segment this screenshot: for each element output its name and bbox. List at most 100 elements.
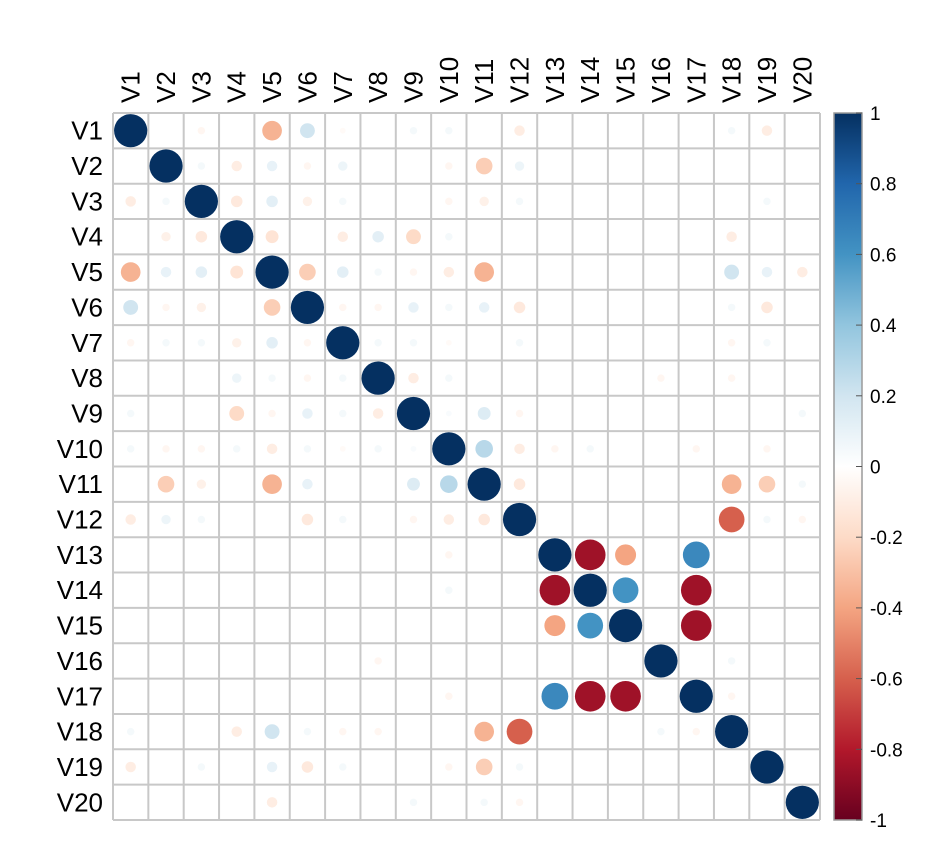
corr-circle-V5-V11 (474, 262, 495, 282)
corr-circle-V17-V6 (305, 694, 310, 698)
corr-circle-V1-V5 (262, 120, 282, 141)
corr-circle-V16-V7 (341, 659, 345, 663)
corr-circle-V2-V8 (376, 164, 380, 168)
column-label-V3: V3 (186, 71, 216, 103)
row-label-V12: V12 (57, 505, 103, 535)
corr-circle-V18-V19 (765, 730, 769, 734)
corr-circle-V13-V15 (615, 544, 637, 566)
corr-circle-V8-V1 (129, 376, 133, 380)
corr-circle-V19-V6 (301, 761, 314, 773)
corr-circle-V18-V2 (164, 730, 168, 734)
corr-circle-V14-V17 (680, 574, 712, 606)
corr-circle-V9-V20 (798, 409, 807, 418)
corr-circle-V8-V7 (339, 374, 347, 382)
corr-circle-V15-V15 (608, 608, 643, 643)
corr-circle-V6-V13 (553, 305, 557, 310)
corr-circle-V1-V6 (300, 123, 315, 139)
corr-circle-V19-V15 (623, 765, 628, 769)
corr-circle-V16-V5 (270, 659, 274, 663)
column-label-V1: V1 (116, 71, 146, 103)
legend-label: -0.6 (870, 670, 903, 691)
corr-circle-V8-V15 (623, 376, 628, 380)
column-label-V5: V5 (257, 71, 287, 103)
corr-circle-V8-V14 (588, 376, 592, 380)
row-label-V1: V1 (71, 116, 103, 146)
corr-circle-V12-V13 (553, 517, 557, 522)
corr-circle-V2-V7 (338, 161, 348, 171)
corr-circle-V6-V18 (727, 303, 736, 312)
corr-circle-V4-V13 (553, 235, 557, 239)
corr-circle-V2-V16 (659, 164, 663, 168)
corr-circle-V4-V7 (337, 231, 349, 242)
corr-circle-V5-V15 (623, 270, 628, 274)
corr-circle-V17-V15 (610, 680, 641, 712)
legend-label: -0.2 (870, 528, 903, 549)
corr-circle-V1-V2 (164, 129, 168, 133)
corr-circle-V10-V12 (514, 443, 525, 455)
corr-circle-V10-V19 (763, 445, 771, 453)
corr-circle-V6-V8 (374, 303, 382, 312)
corr-circle-V19-V4 (235, 765, 239, 769)
corr-circle-V12-V2 (161, 514, 171, 525)
corr-circle-V3-V18 (730, 199, 734, 203)
corr-circle-V18-V1 (126, 727, 135, 736)
corr-circle-V19-V14 (588, 765, 592, 769)
corr-circle-V11-V6 (302, 478, 313, 490)
corr-circle-V13-V20 (800, 553, 804, 557)
corr-circle-V6-V19 (761, 301, 773, 314)
corr-circle-V11-V13 (553, 482, 557, 486)
corr-circle-V2-V13 (553, 164, 557, 168)
corr-circle-V17-V7 (341, 694, 345, 698)
corr-circle-V7-V20 (800, 341, 804, 345)
corr-circle-V19-V8 (376, 765, 380, 769)
corr-circle-V15-V17 (680, 610, 712, 641)
corr-circle-V1-V11 (482, 129, 486, 133)
corr-circle-V16-V10 (447, 659, 451, 663)
row-label-V8: V8 (71, 363, 103, 393)
corr-circle-V5-V13 (553, 270, 557, 274)
corr-circle-V15-V9 (411, 623, 416, 628)
corr-circle-V7-V3 (197, 339, 206, 347)
corr-circle-V8-V12 (517, 376, 522, 380)
corr-circle-V19-V1 (125, 761, 136, 773)
corr-circle-V9-V17 (694, 411, 698, 416)
corr-circle-V11-V15 (623, 482, 628, 486)
corr-circle-V8-V20 (800, 376, 804, 380)
column-label-V13: V13 (540, 57, 570, 103)
corr-circle-V12-V10 (443, 514, 455, 525)
corr-circle-V3-V14 (588, 199, 592, 203)
row-label-V9: V9 (71, 398, 103, 428)
corr-circle-V7-V2 (162, 339, 170, 347)
corr-circle-V17-V2 (164, 694, 168, 698)
corr-circle-V14-V4 (235, 588, 239, 592)
corr-circle-V4-V10 (445, 233, 453, 241)
corr-circle-V5-V3 (195, 266, 208, 278)
corr-circle-V2-V5 (266, 160, 278, 172)
corr-circle-V12-V1 (125, 514, 136, 525)
corr-circle-V3-V4 (230, 195, 243, 208)
corr-circle-V1-V10 (445, 126, 453, 135)
corr-circle-V17-V18 (727, 692, 736, 700)
corr-circle-V9-V19 (765, 411, 769, 416)
corr-circle-V2-V2 (149, 149, 183, 183)
corr-circle-V16-V4 (235, 659, 239, 663)
corr-circle-V14-V2 (164, 588, 168, 592)
corr-circle-V12-V18 (718, 506, 745, 533)
corr-circle-V5-V19 (761, 266, 773, 278)
corr-circle-V10-V5 (266, 443, 278, 455)
corr-circle-V19-V20 (800, 765, 804, 769)
corr-circle-V1-V13 (553, 129, 557, 133)
corr-circle-V20-V15 (623, 800, 628, 804)
corr-circle-V6-V12 (513, 301, 526, 314)
corr-circle-V2-V14 (588, 164, 592, 168)
corr-circle-V11-V7 (341, 482, 345, 486)
corr-circle-V3-V19 (763, 197, 771, 206)
corr-circle-V20-V5 (266, 797, 278, 808)
corr-circle-V3-V8 (376, 199, 380, 203)
corr-circle-V2-V1 (129, 164, 133, 168)
corr-circle-V4-V19 (765, 235, 769, 239)
corr-circle-V17-V4 (235, 694, 239, 698)
corr-circle-V5-V4 (230, 265, 244, 279)
corr-circle-V11-V3 (196, 479, 207, 489)
